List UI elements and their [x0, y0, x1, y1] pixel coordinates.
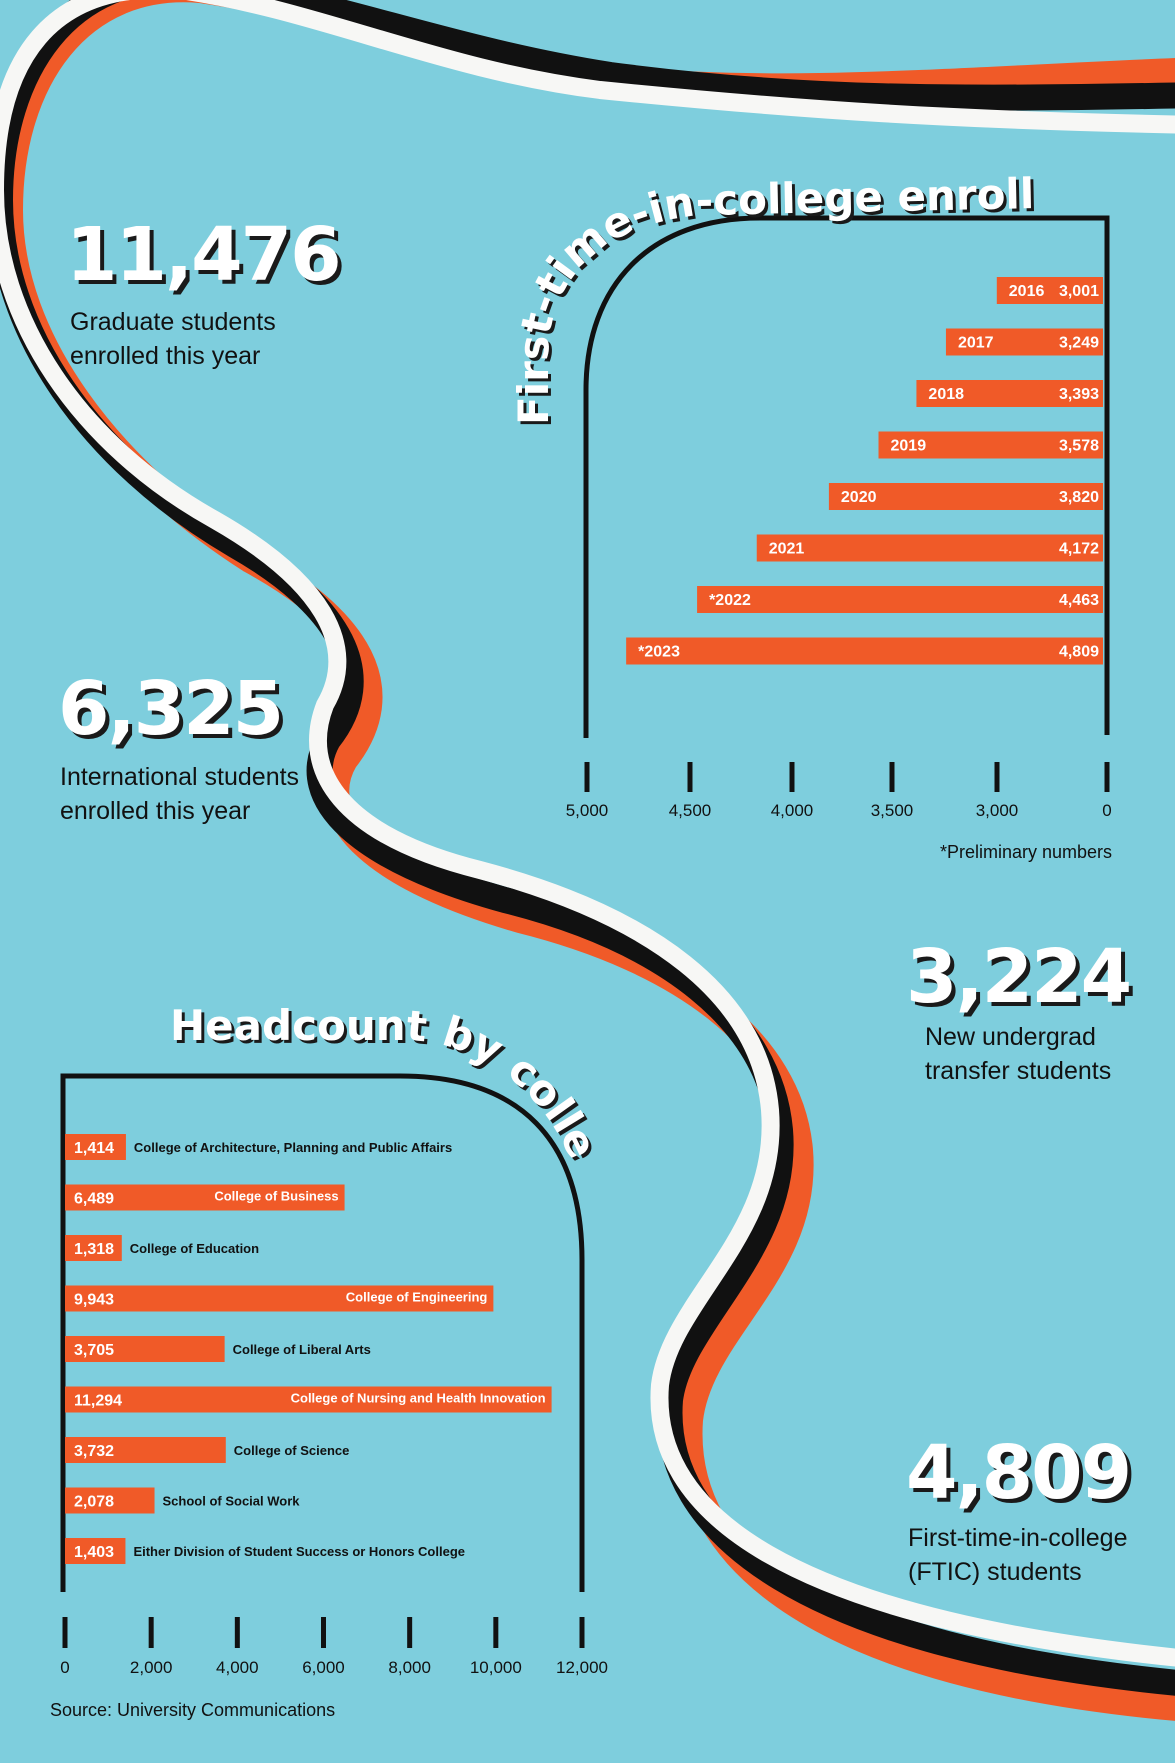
ftic-axis-tick-label: 5,000 [566, 801, 609, 820]
ftic-bar-year-label: 2021 [769, 541, 805, 558]
ftic-bar [697, 586, 1103, 613]
ftic-axis-tick-label: 0 [1102, 801, 1111, 820]
headcount-bar [65, 1538, 126, 1564]
headcount-bar-category-label: College of Business [214, 1189, 338, 1204]
ftic-bar [916, 380, 1103, 407]
ftic-frame [583, 215, 1110, 738]
ftic-bar-value-label: 3,393 [1059, 386, 1099, 403]
headcount-bar-category-label: College of Engineering [346, 1290, 488, 1305]
headcount-bar-value-label: 1,318 [74, 1241, 114, 1258]
ftic-axis-tick-label: 3,500 [871, 801, 914, 820]
headcount-axis-tick-label: 2,000 [130, 1658, 173, 1677]
stat-international-label: International students enrolled this yea… [60, 763, 300, 825]
ftic-axis-tick-label: 4,000 [771, 801, 814, 820]
headcount-axis-tick-label: 0 [60, 1658, 69, 1677]
headcount-bar-category-label: College of Architecture, Planning and Pu… [134, 1140, 452, 1155]
ftic-bar-year-label: *2023 [638, 644, 680, 661]
stat-transfer-value: 3,224 [906, 934, 1132, 1020]
ftic-axis-tick-label: 4,500 [669, 801, 712, 820]
headcount-axis-tick-label: 4,000 [216, 1658, 259, 1677]
ftic-bar-value-label: 4,172 [1059, 541, 1099, 558]
ftic-bar-year-label: 2017 [958, 335, 994, 352]
ftic-bar-year-label: 2018 [928, 386, 964, 403]
headcount-bar-category-label: School of Social Work [163, 1494, 301, 1509]
headcount-bar-value-label: 9,943 [74, 1292, 114, 1309]
ftic-bar-value-label: 3,820 [1059, 489, 1099, 506]
headcount-title: Headcount by college [0, 0, 607, 1166]
headcount-bar-value-label: 3,732 [74, 1443, 114, 1460]
ftic-bar [756, 534, 1103, 562]
ftic-bar [878, 431, 1103, 459]
ftic-bar-year-label: 2020 [841, 489, 877, 506]
stat-graduate-value: 11,476 [66, 212, 342, 298]
headcount-bar-value-label: 2,078 [74, 1494, 114, 1511]
headcount-bar-value-label: 1,403 [74, 1544, 114, 1561]
headcount-bar-value-label: 3,705 [74, 1342, 114, 1359]
headcount-bar [65, 1285, 494, 1312]
headcount-bar [65, 1386, 552, 1413]
ribbon-white [0, 0, 1175, 1667]
stat-ftic-value: 4,809 [906, 1430, 1132, 1516]
ftic-axis-tick-label: 3,000 [976, 801, 1019, 820]
headcount-bar-category-label: College of Liberal Arts [233, 1342, 371, 1357]
ftic-bar-year-label: 2016 [1009, 283, 1045, 300]
source-note: Source: University Communications [50, 1700, 336, 1720]
headcount-frame [60, 1073, 585, 1592]
headcount-bar-category-label: College of Science [234, 1443, 350, 1458]
headcount-bar [65, 1336, 225, 1362]
headcount-bar-category-label: College of Education [130, 1241, 259, 1256]
ftic-bar-value-label: 3,249 [1059, 335, 1099, 352]
stat-ftic-label: First-time-in-college (FTIC) students [908, 1524, 1128, 1586]
headcount-axis-tick-label: 10,000 [470, 1658, 522, 1677]
headcount-bar-value-label: 6,489 [74, 1191, 114, 1208]
ftic-bar [996, 277, 1103, 304]
headcount-axis-tick-label: 8,000 [388, 1658, 431, 1677]
headcount-bar [65, 1437, 226, 1463]
ftic-bar-value-label: 4,809 [1059, 644, 1099, 661]
headcount-bar [65, 1184, 345, 1211]
ftic-bar [626, 637, 1103, 665]
headcount-axis-tick-label: 12,000 [556, 1658, 608, 1677]
ftic-bar-value-label: 3,578 [1059, 438, 1099, 455]
headcount-bar-category-label: Either Division of Student Success or Ho… [133, 1544, 465, 1559]
headcount-bar [65, 1235, 122, 1261]
stat-graduate-label: Graduate students enrolled this year [70, 308, 276, 370]
ftic-bar [828, 483, 1103, 510]
headcount-bar [65, 1134, 126, 1160]
ftic-bar-year-label: 2019 [891, 438, 927, 455]
headcount-axis-tick-label: 6,000 [302, 1658, 345, 1677]
stat-international-value: 6,325 [58, 666, 284, 752]
headcount-title-shadow: Headcount by college [0, 0, 610, 1169]
ftic-bar [945, 328, 1103, 356]
preliminary-note: *Preliminary numbers [940, 842, 1113, 862]
headcount-bar-category-label: College of Nursing and Health Innovation [291, 1391, 546, 1406]
ftic-bar-year-label: *2022 [709, 592, 751, 609]
stat-transfer-label: New undergrad transfer students [925, 1023, 1112, 1085]
headcount-bar-value-label: 1,414 [74, 1140, 114, 1157]
headcount-bar-value-label: 11,294 [74, 1393, 122, 1410]
ftic-bar-value-label: 3,001 [1059, 283, 1099, 300]
headcount-bar [65, 1487, 155, 1514]
ftic-bar-value-label: 4,463 [1059, 592, 1099, 609]
